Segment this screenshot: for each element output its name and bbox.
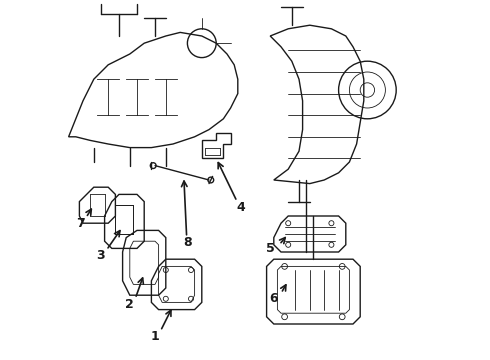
Text: 6: 6: [270, 292, 278, 305]
Text: 4: 4: [236, 201, 245, 213]
Text: 7: 7: [76, 217, 84, 230]
Text: 2: 2: [125, 298, 134, 311]
Text: 8: 8: [183, 237, 192, 249]
Text: 5: 5: [266, 242, 274, 255]
Text: 1: 1: [150, 330, 159, 343]
Text: 3: 3: [96, 249, 104, 262]
